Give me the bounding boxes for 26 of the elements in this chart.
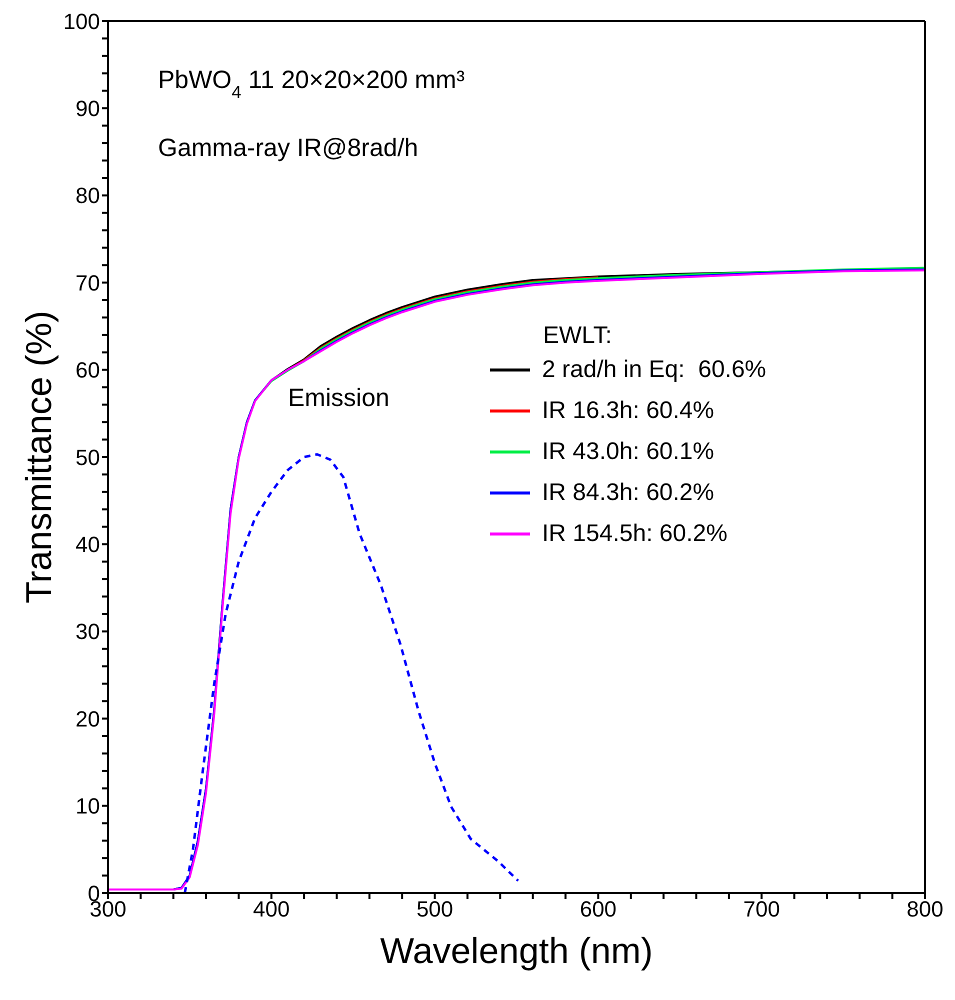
annotation: Emission (288, 384, 390, 412)
x-axis-title: Wavelength (nm) (380, 930, 653, 971)
annotation: PbWO$_{4}$ 11 20×20×200 mm³ (158, 66, 465, 102)
y-tick-label: 20 (76, 706, 100, 732)
annotation: Gamma-ray IR@8rad/h (158, 134, 418, 162)
y-tick-label: 60 (76, 358, 100, 383)
y-tick-label: 70 (76, 270, 100, 296)
y-tick-label: 30 (76, 619, 100, 644)
y-tick-label: 40 (76, 532, 100, 558)
y-tick-label: 80 (76, 183, 100, 208)
y-tick-label: 10 (76, 794, 100, 819)
y-axis-title: Transmittance (%) (18, 310, 59, 604)
x-tick-label: 400 (253, 896, 290, 922)
legend-label: IR 84.3h: 60.2% (542, 478, 714, 508)
x-tick-label: 700 (743, 896, 780, 922)
y-tick-label: 90 (76, 96, 100, 122)
y-tick-label: 50 (76, 444, 100, 470)
legend-title: EWLT: (543, 322, 613, 349)
y-tick-label: 100 (63, 8, 100, 34)
legend-label: IR 43.0h: 60.1% (542, 437, 714, 467)
legend-label: 2 rad/h in Eq: 60.6% (542, 355, 766, 385)
x-tick-label: 800 (906, 896, 944, 922)
x-tick-label: 500 (416, 896, 454, 922)
x-tick-label: 600 (580, 896, 617, 922)
legend-label: IR 154.5h: 60.2% (542, 519, 728, 549)
legend-label: IR 16.3h: 60.4% (542, 396, 714, 426)
